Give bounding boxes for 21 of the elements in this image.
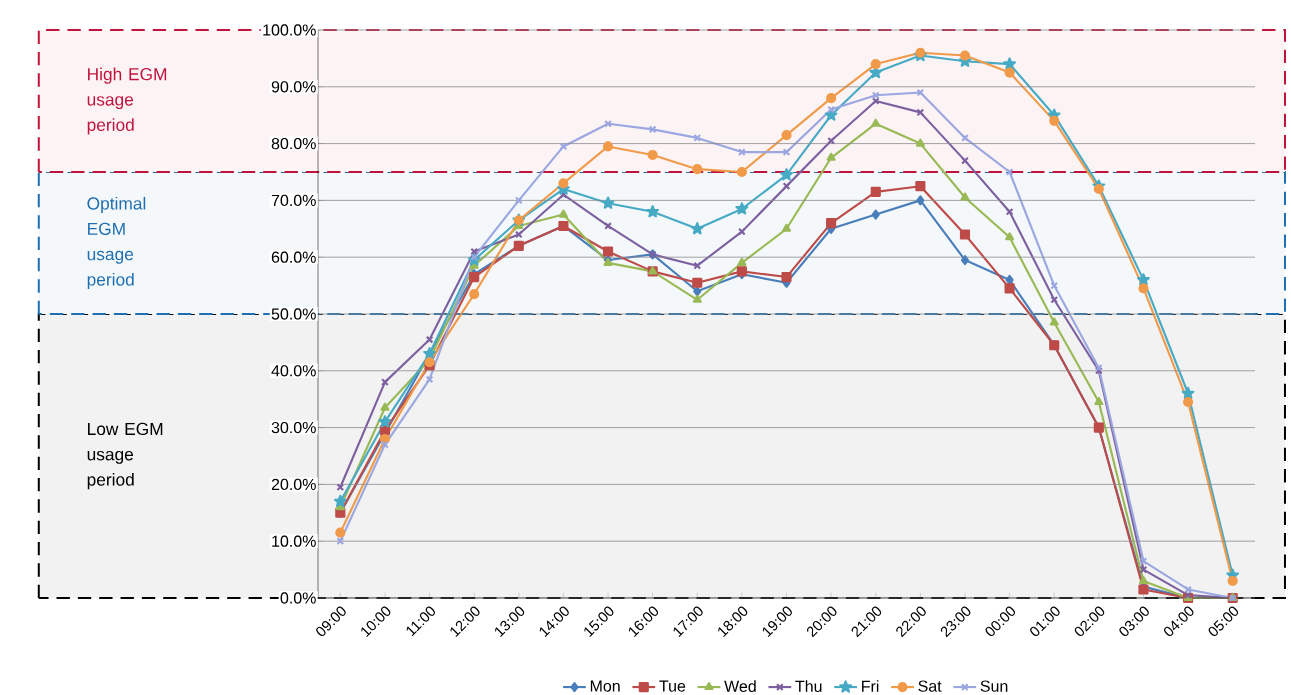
y-tick-label: 90.0% bbox=[271, 81, 316, 93]
y-tick-label: 10.0% bbox=[272, 535, 316, 547]
legend-label: Sat bbox=[918, 680, 942, 692]
legend-label: Fri bbox=[862, 680, 879, 692]
band-label: High EGM usage period bbox=[87, 67, 167, 135]
y-tick-label: 60.0% bbox=[271, 251, 316, 263]
legend-label: Mon bbox=[590, 680, 620, 692]
band-label: Optimal EGM usage period bbox=[87, 196, 146, 290]
y-tick-label: 20.0% bbox=[271, 478, 316, 491]
y-tick-label: 100.0% bbox=[263, 24, 316, 36]
y-tick-label: 0.0% bbox=[280, 592, 316, 604]
y-tick-label: 30.0% bbox=[271, 421, 316, 434]
band-label: Low EGM usage period bbox=[87, 422, 163, 490]
y-tick-label: 80.0% bbox=[271, 137, 316, 150]
legend-label: Tue bbox=[659, 680, 686, 692]
y-tick-label: 40.0% bbox=[271, 365, 316, 377]
y-tick-label: 50.0% bbox=[271, 308, 316, 320]
legend-label: Thu bbox=[795, 680, 822, 692]
legend-label: Sun bbox=[980, 680, 1008, 692]
y-tick-label: 70.0% bbox=[271, 194, 316, 207]
legend-label: Wed bbox=[724, 680, 756, 692]
